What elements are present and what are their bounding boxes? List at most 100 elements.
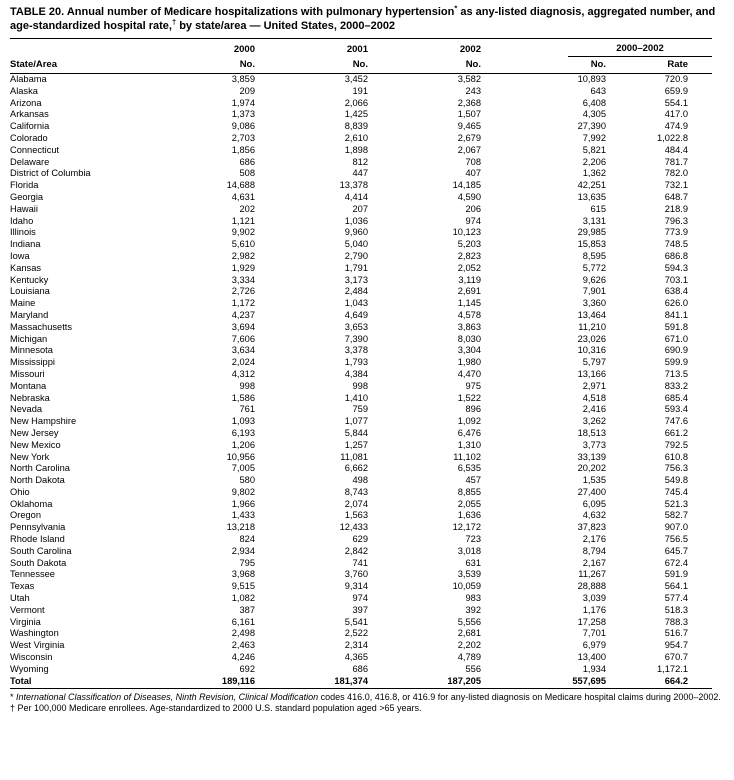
value-cell: 12,433 (339, 522, 368, 533)
value-cell: 685.4 (664, 392, 688, 403)
state-name: Oregon (10, 510, 42, 521)
value-cell: 2,067 (457, 144, 481, 155)
value-cell: 4,365 (344, 652, 368, 663)
table-row: Hawaii 202 207 206 615 218.9 (10, 204, 712, 216)
value-cell: 713.5 (664, 368, 688, 379)
value-cell: 4,590 (457, 191, 481, 202)
value-cell: 1,898 (344, 144, 368, 155)
value-cell: 2,176 (582, 534, 606, 545)
value-cell: 759 (352, 404, 368, 415)
value-cell: 243 (465, 85, 481, 96)
value-cell: 457 (465, 475, 481, 486)
value-cell: 508 (239, 168, 255, 179)
title-text-1: TABLE 20. Annual number of Medicare hosp… (10, 6, 455, 18)
value-cell: 3,304 (457, 345, 481, 356)
value-cell: 3,119 (458, 274, 481, 285)
value-cell: 2,934 (231, 545, 255, 556)
table-header: 2000 2001 2002 2000–2002 State/Area No. … (10, 38, 712, 74)
value-cell: 11,102 (453, 451, 481, 462)
value-cell: 5,844 (344, 427, 368, 438)
footnote-icd-title: International Classification of Diseases… (16, 692, 319, 703)
table-row: Alaska 209 191 243 643 659.9 (10, 86, 712, 98)
value-cell: 1,093 (231, 416, 255, 427)
table-body: Alabama 3,859 3,452 3,582 10,893 720.9 Alaska 2… (10, 74, 712, 676)
value-cell: 788.3 (664, 616, 688, 627)
value-cell: 10,956 (226, 451, 255, 462)
value-cell: 3,262 (582, 416, 606, 427)
state-name: Rhode Island (10, 534, 65, 545)
value-cell: 631 (465, 557, 481, 568)
value-cell: 3,018 (457, 545, 481, 556)
table-row: Connecticut 1,856 1,898 2,067 5,821 484.4 (10, 145, 712, 157)
table-row: New Mexico 1,206 1,257 1,310 3,773 792.5 (10, 440, 712, 452)
table-row: Delaware 686 812 708 2,206 781.7 (10, 157, 712, 169)
value-cell: 5,772 (582, 262, 606, 273)
value-cell: 629 (352, 534, 368, 545)
value-cell: 4,470 (457, 368, 481, 379)
table-row: Oregon 1,433 1,563 1,636 4,632 582.7 (10, 510, 712, 522)
value-cell: 599.9 (664, 357, 688, 368)
rate-header: Rate (608, 57, 712, 74)
table-row: Massachusetts 3,694 3,653 3,863 11,210 591.8 (10, 322, 712, 334)
table-row: Kentucky 3,334 3,173 3,119 9,626 703.1 (10, 275, 712, 287)
table-row: Virginia 6,161 5,541 5,556 17,258 788.3 (10, 617, 712, 629)
state-name: Missouri (10, 368, 45, 379)
state-name: South Dakota (10, 557, 67, 568)
value-cell: 2,463 (231, 640, 255, 651)
state-name: North Dakota (10, 475, 65, 486)
table-row: Wisconsin 4,246 4,365 4,789 13,400 670.7 (10, 652, 712, 664)
value-cell: 9,902 (231, 227, 255, 238)
value-cell: 1,022.8 (656, 132, 688, 143)
footnote-rate-text: Per 100,000 Medicare enrollees. Age-stan… (17, 703, 422, 714)
table-row: Washington 2,498 2,522 2,681 7,701 516.7 (10, 628, 712, 640)
value-cell: 580 (239, 475, 255, 486)
value-cell: 556 (465, 663, 481, 674)
value-cell: 8,030 (457, 333, 481, 344)
value-cell: 4,246 (231, 652, 255, 663)
value-cell: 896 (465, 404, 481, 415)
table-row: Texas 9,515 9,314 10,059 28,888 564.1 (10, 581, 712, 593)
value-cell: 741 (352, 557, 368, 568)
value-cell: 5,203 (457, 239, 481, 250)
value-cell: 2,679 (457, 132, 481, 143)
value-cell: 6,535 (457, 463, 481, 474)
value-cell: 417.0 (664, 109, 688, 120)
value-cell: 1,856 (231, 144, 255, 155)
table-row: Montana 998 998 975 2,971 833.2 (10, 381, 712, 393)
state-name: Washington (10, 628, 59, 639)
footnote-rate-definition: † Per 100,000 Medicare enrollees. Age-st… (10, 703, 724, 714)
table-row: New Hampshire 1,093 1,077 1,092 3,262 747.6 (10, 416, 712, 428)
table-row: South Carolina 2,934 2,842 3,018 8,794 645.7 (10, 546, 712, 558)
value-cell: 564.1 (664, 581, 688, 592)
value-cell: 761 (239, 404, 255, 415)
table-row: Georgia 4,631 4,414 4,590 13,635 648.7 (10, 192, 712, 204)
state-name: Wisconsin (10, 652, 53, 663)
state-name: Idaho (10, 215, 34, 226)
value-cell: 554.1 (664, 97, 688, 108)
value-cell: 998 (352, 380, 368, 391)
value-cell: 638.4 (664, 286, 688, 297)
value-cell: 11,267 (578, 569, 606, 580)
value-cell: 8,743 (344, 486, 368, 497)
state-name: Nevada (10, 404, 43, 415)
value-cell: 594.3 (664, 262, 688, 273)
value-cell: 10,059 (452, 581, 481, 592)
value-cell: 659.9 (664, 85, 688, 96)
value-cell: 474.9 (664, 121, 688, 132)
state-name: Hawaii (10, 203, 38, 214)
value-cell: 218.9 (664, 203, 688, 214)
value-cell: 591.8 (664, 321, 688, 332)
empty-header-cell (10, 38, 185, 57)
asterisk-marker: * (454, 3, 458, 13)
value-cell: 549.8 (664, 475, 688, 486)
value-cell: 670.7 (664, 652, 688, 663)
value-cell: 745.4 (664, 486, 688, 497)
document-page: TABLE 20. Annual number of Medicare hosp… (10, 3, 724, 714)
value-cell: 672.4 (664, 557, 688, 568)
state-name: District of Columbia (10, 168, 91, 179)
value-cell: 2,823 (457, 250, 481, 261)
value-cell: 1,362 (582, 168, 606, 179)
value-cell: 1,793 (344, 357, 368, 368)
value-cell: 2,484 (344, 286, 368, 297)
table-row: Tennessee 3,968 3,760 3,539 11,267 591.9 (10, 569, 712, 581)
